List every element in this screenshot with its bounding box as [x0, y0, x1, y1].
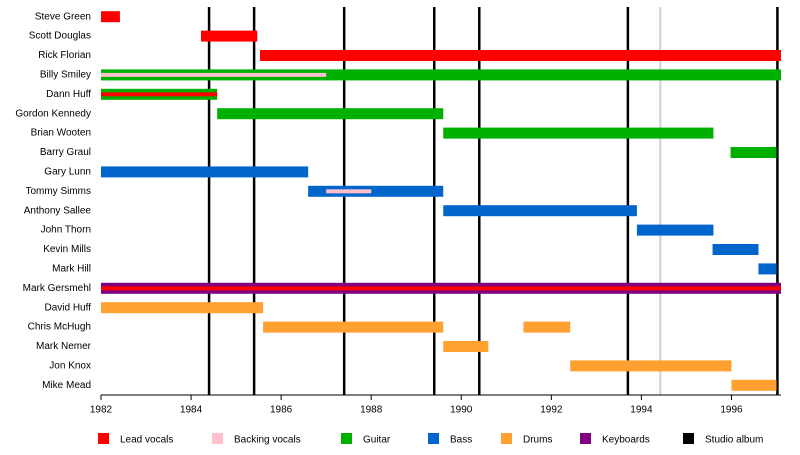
x-tick-label: 1984 — [180, 405, 203, 416]
member-label: Gordon Kennedy — [15, 108, 91, 119]
role-bar — [523, 321, 571, 333]
legend-swatch — [501, 433, 512, 444]
legend-swatch — [683, 433, 694, 444]
role-bar — [101, 69, 781, 81]
legend-swatch — [580, 433, 591, 444]
member-label: Anthony Sallee — [24, 205, 92, 216]
role-stripe — [101, 286, 781, 291]
role-bar — [570, 360, 732, 372]
role-stripe — [101, 72, 327, 77]
member-label: Mark Gersmehl — [23, 283, 91, 294]
role-bar — [308, 185, 444, 197]
role-bar — [730, 147, 777, 158]
legend-swatch — [341, 433, 352, 444]
role-bar — [259, 50, 781, 61]
legend-label: Lead vocals — [120, 435, 173, 446]
member-label: Scott Douglas — [29, 31, 91, 42]
member-label: Jon Knox — [49, 361, 91, 372]
role-bar — [263, 321, 444, 333]
role-stripe — [101, 92, 218, 97]
member-label: Tommy Simms — [25, 186, 91, 197]
member-label: John Thorn — [41, 225, 91, 236]
role-bar — [443, 127, 714, 139]
role-bar — [636, 224, 714, 236]
legend-label: Keyboards — [602, 435, 650, 446]
member-label: Gary Lunn — [44, 167, 91, 178]
x-tick-label: 1986 — [270, 405, 293, 416]
x-tick-label: 1992 — [540, 405, 563, 416]
role-bar — [217, 108, 444, 120]
member-label: Mark Nemer — [36, 341, 92, 352]
x-tick-label: 1994 — [630, 405, 653, 416]
role-bar — [101, 302, 264, 314]
member-label: Barry Graul — [40, 147, 91, 158]
role-bar — [758, 263, 777, 275]
role-bar — [101, 166, 309, 178]
member-label: Steve Green — [35, 11, 91, 22]
legend-label: Guitar — [363, 435, 391, 446]
legend-swatch — [212, 433, 223, 444]
role-bar — [443, 341, 489, 352]
legend-label: Drums — [523, 435, 552, 446]
member-label: Rick Florian — [38, 50, 91, 61]
role-stripe — [326, 189, 372, 194]
role-bar — [443, 205, 637, 217]
member-label: Brian Wooten — [31, 128, 91, 139]
member-label: David Huff — [44, 302, 91, 313]
legend-swatch — [98, 433, 109, 444]
member-label: Chris McHugh — [28, 322, 91, 333]
legend-label: Bass — [450, 435, 472, 446]
role-bar — [101, 11, 120, 23]
x-tick-label: 1988 — [360, 405, 383, 416]
x-tick-label: 1982 — [90, 405, 113, 416]
role-bar — [200, 30, 258, 42]
role-bar — [731, 379, 777, 391]
member-label: Mark Hill — [52, 264, 91, 275]
member-label: Mike Mead — [42, 380, 91, 391]
x-tick-label: 1996 — [720, 405, 743, 416]
legend-label: Backing vocals — [234, 435, 301, 446]
legend-swatch — [428, 433, 439, 444]
x-tick-label: 1990 — [450, 405, 473, 416]
role-bar — [712, 244, 759, 255]
member-label: Dann Huff — [46, 89, 91, 100]
member-label: Kevin Mills — [43, 244, 91, 255]
legend-label: Studio album — [705, 435, 763, 446]
member-label: Billy Smiley — [40, 70, 91, 81]
